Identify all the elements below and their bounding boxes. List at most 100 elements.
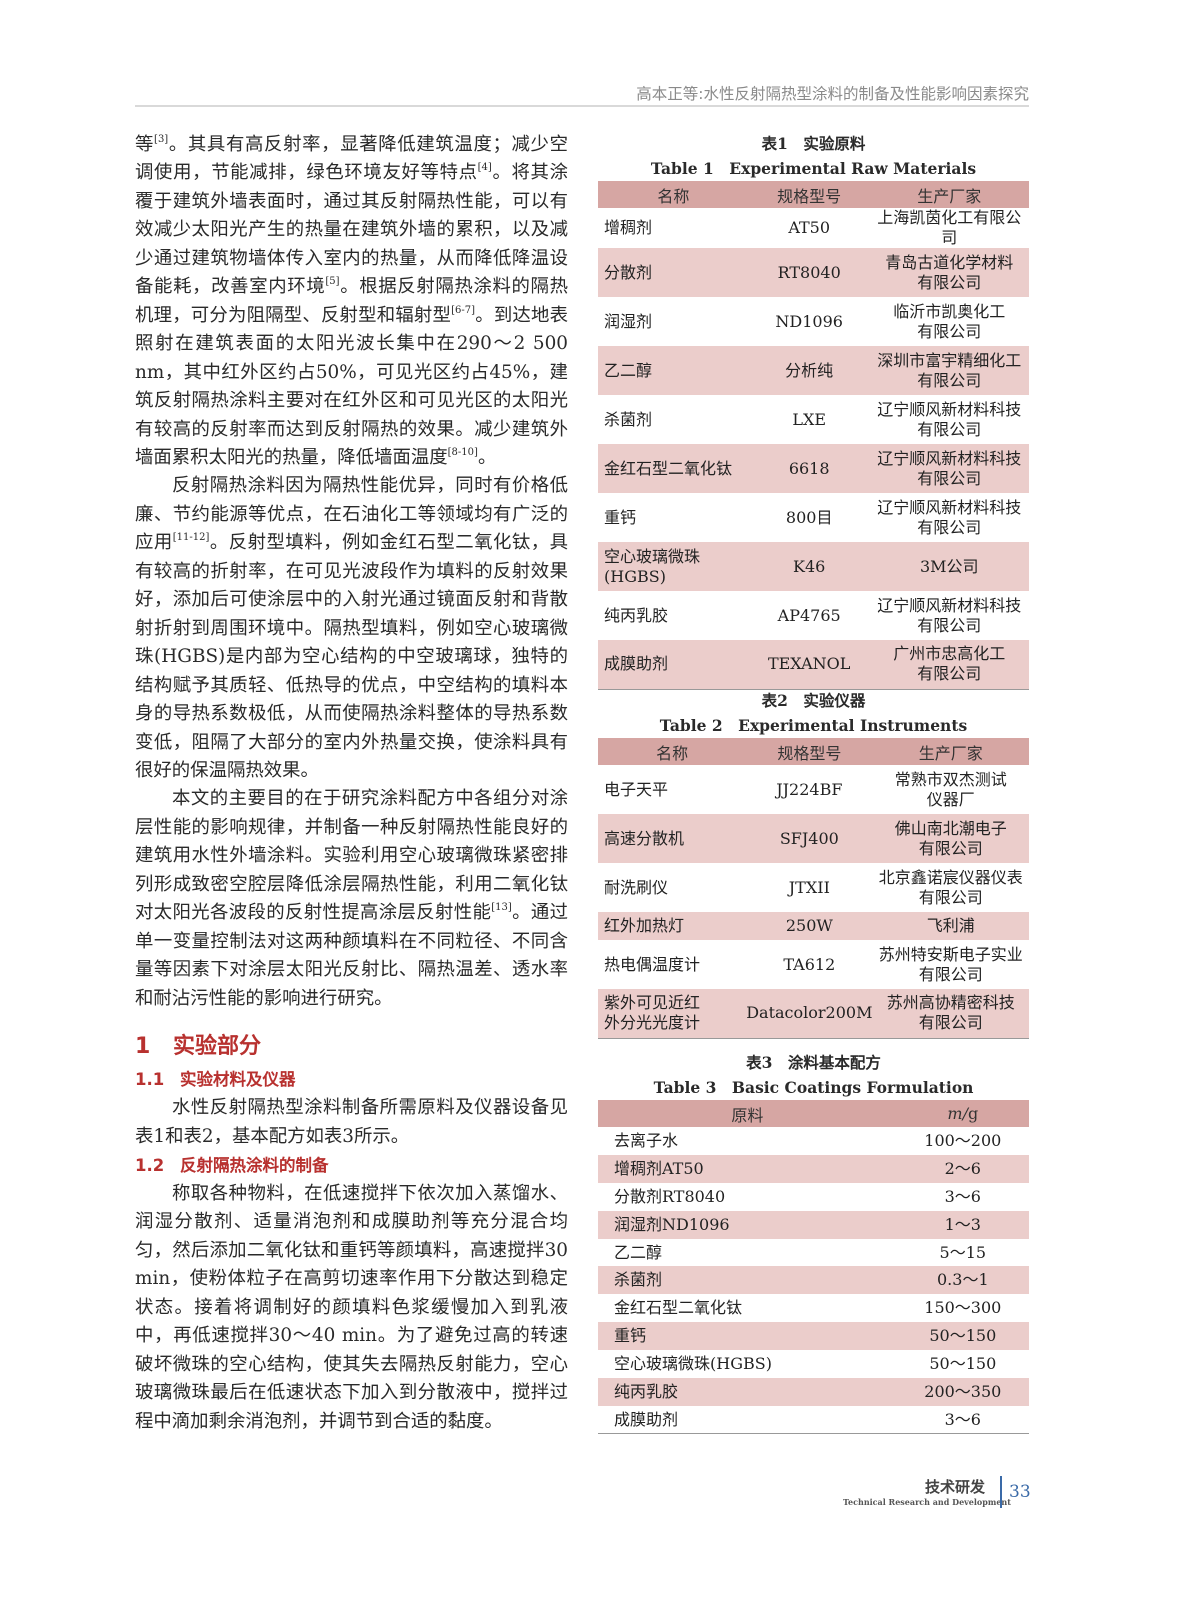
table-row: 耐洗刷仪 JTXII 北京鑫诺宸仪器仪表 有限公司 (598, 863, 1029, 912)
text-run: 。通过单一变量控制法对这两种颜填料在不同粒径、不同含量等因素下对涂层太阳光反射比… (135, 902, 568, 1009)
table-row: 纯丙乳胶 200～350 (598, 1378, 1029, 1406)
table-row: 乙二醇 分析纯 深圳市富宇精细化工 有限公司 (598, 346, 1029, 395)
table-cell: 成膜助剂 (614, 1409, 679, 1429)
table-row: 重钙 800目 辽宁顺风新材料科技 有限公司 (598, 493, 1029, 542)
table-cell: 0.3～1 (896, 1266, 1029, 1295)
table-cell: 增稠剂 (604, 218, 653, 237)
section-number: 1 (135, 1034, 151, 1060)
section-number: 1.2 (135, 1155, 165, 1175)
table-cell: 800目 (785, 507, 833, 527)
table-cell: 润湿剂ND1096 (598, 1210, 897, 1239)
footer-divider (1000, 1476, 1002, 1508)
table-cell: RT8040 (748, 248, 870, 297)
table-2: 表2 实验仪器 Table 2 Experimental Instruments… (598, 688, 1029, 1039)
text-run: 。其具有高反射率，显著降低建筑温度；减少空调使用，节能减排，绿色环境友好等特点 (135, 134, 568, 184)
running-title: 高本正等:水性反射隔热型涂料的制备及性能影响因素探究 (636, 85, 1029, 103)
citation: [13] (491, 902, 512, 914)
table-cell: TEXANOL (748, 640, 870, 689)
table-cell: 去离子水 (614, 1130, 679, 1150)
table-cell: 增稠剂AT50 (598, 1154, 897, 1183)
column-header: 生产厂家 (872, 738, 1029, 765)
header-row: 名称 规格型号 生产厂家 (598, 738, 1029, 765)
table-cell: LXE (792, 409, 827, 429)
table-cell: 1～3 (896, 1210, 1029, 1239)
table-cell: 耐洗刷仪 (604, 877, 669, 897)
table-cell: 50～150 (929, 1354, 997, 1374)
table-row: 金红石型二氧化钛 6618 辽宁顺风新材料科技 有限公司 (598, 444, 1029, 493)
table-row: 成膜助剂 3～6 (598, 1406, 1029, 1434)
table-cell: 热电偶温度计 (604, 954, 701, 974)
table-row: 杀菌剂 0.3～1 (598, 1266, 1029, 1295)
citation: [11-12] (172, 532, 210, 544)
table-cell: 纯丙乳胶 (604, 605, 669, 625)
table-cell: 2～6 (896, 1154, 1029, 1183)
text-run: 水性反射隔热型涂料制备所需原料及仪器设备见表1和表2，基本配方如表3所示。 (135, 1097, 568, 1147)
table-cell: 200～350 (896, 1378, 1029, 1406)
table-cell: 杀菌剂 (598, 1266, 897, 1295)
table-caption-cn: 表2 实验仪器 (761, 691, 866, 710)
table-cell: AT50 (788, 218, 831, 237)
table-cell: 空心玻璃微珠(HGBS) (614, 1354, 772, 1374)
table-cell: 重钙 (598, 1322, 897, 1351)
footer-section-cn: 技术研发 (925, 1478, 986, 1496)
table-cell: 深圳市富宇精细化工 有限公司 (869, 346, 1029, 395)
paragraph-5: 称取各种物料，在低速搅拌下依次加入蒸馏水、润湿分散剂、适量消泡剂和成膜助剂等充分… (135, 1180, 568, 1436)
instruments-table: 名称 规格型号 生产厂家 电子天平 JJ224BF 常熟市双杰测试 仪器厂 高速分散机 SFJ4… (598, 738, 1029, 1039)
table-cell: 辽宁顺风新材料科技 有限公司 (877, 399, 1022, 439)
text-run: 。将其涂覆于建筑外墙表面时，通过其反射隔热性能，可以有效减少太阳光产生的热量在建… (135, 162, 568, 298)
table-cell: 北京鑫诺宸仪器仪表 有限公司 (878, 867, 1023, 907)
table-cell: 苏州高协精密科技 有限公司 (872, 989, 1029, 1038)
left-column: 等[3]。其具有高反射率，显著降低建筑温度；减少空调使用，节能减排，绿色环境友好… (135, 131, 568, 1436)
table-cell: 3～6 (944, 1409, 981, 1429)
table-cell: 5～15 (939, 1242, 987, 1262)
table-cell: 飞利浦 (872, 912, 1029, 940)
table-caption-en: Table 1 Experimental Raw Materials (650, 159, 977, 178)
section-title: 实验部分 (173, 1034, 262, 1060)
table-cell: 100～200 (924, 1130, 1002, 1150)
section-number: 1.1 (135, 1070, 165, 1090)
table-caption-en: Table 2 Experimental Instruments (659, 716, 968, 735)
column-header: 名称 (598, 738, 747, 765)
table-row: 分散剂RT8040 3～6 (598, 1183, 1029, 1211)
table-cell: 乙二醇 (598, 346, 749, 395)
table-cell: 临沂市凯奥化工 有限公司 (893, 301, 1006, 341)
table-row: 杀菌剂 LXE 辽宁顺风新材料科技 有限公司 (598, 395, 1029, 444)
table-cell: ND1096 (775, 311, 843, 331)
column-header: 规格型号 (746, 738, 873, 765)
citation: [8-10] (447, 446, 478, 458)
paragraph-4: 水性反射隔热型涂料制备所需原料及仪器设备见表1和表2，基本配方如表3所示。 (135, 1094, 568, 1151)
table-row: 成膜助剂 TEXANOL 广州市忠高化工 有限公司 (598, 640, 1029, 689)
table-cell: TA612 (783, 954, 836, 974)
table-caption-cn: 表3 涂料基本配方 (746, 1053, 881, 1072)
text-run: 本文的主要目的在于研究涂料配方中各组分对涂层性能的影响规律，并制备一种反射隔热性… (135, 788, 568, 924)
citation: [6-7] (451, 304, 476, 316)
paragraph-3: 本文的主要目的在于研究涂料配方中各组分对涂层性能的影响规律，并制备一种反射隔热性… (135, 785, 568, 1013)
table-cell: 高速分散机 (598, 814, 747, 863)
table-cell: 紫外可见近红 外分光光度计 (598, 989, 747, 1038)
table-cell: JJ224BF (776, 779, 843, 799)
table-cell: 分散剂RT8040 (614, 1186, 726, 1206)
table-cell: 辽宁顺风新材料科技 有限公司 (869, 444, 1029, 493)
section-title: 实验材料及仪器 (180, 1070, 296, 1090)
column-header: 名称 (598, 181, 749, 208)
table-cell: 重钙 (604, 507, 637, 527)
table-cell: 杀菌剂 (604, 409, 653, 429)
table-cell: 润湿剂 (604, 311, 653, 331)
table-1: 表1 实验原料 Table 1 Experimental Raw Materia… (598, 131, 1029, 690)
table-row: 分散剂 RT8040 青岛古道化学材料 有限公司 (598, 248, 1029, 297)
table-row: 热电偶温度计 TA612 苏州特安斯电子实业 有限公司 (598, 940, 1029, 989)
table-row: 高速分散机 SFJ400 佛山南北潮电子 有限公司 (598, 814, 1029, 863)
table-row: 电子天平 JJ224BF 常熟市双杰测试 仪器厂 (598, 765, 1029, 814)
header-row: 名称 规格型号 生产厂家 (598, 181, 1029, 208)
table-cell: 50～150 (896, 1322, 1029, 1351)
table-cell: 250W (746, 912, 873, 940)
table-cell: K46 (748, 542, 870, 591)
table-row: 纯丙乳胶 AP4765 辽宁顺风新材料科技 有限公司 (598, 591, 1029, 640)
text-run: 。根据反射隔热涂料的隔热机理，可分为阻隔型、反射型和辐射型 (135, 276, 568, 326)
table-row: 重钙 50～150 (598, 1322, 1029, 1351)
table-row: 润湿剂ND1096 1～3 (598, 1210, 1029, 1239)
column-header: 原料 (598, 1100, 897, 1127)
section-heading-1-1: 1.1 实验材料及仪器 (135, 1065, 568, 1094)
table-cell: AP4765 (777, 605, 841, 625)
table-cell: 分析纯 (748, 346, 870, 395)
